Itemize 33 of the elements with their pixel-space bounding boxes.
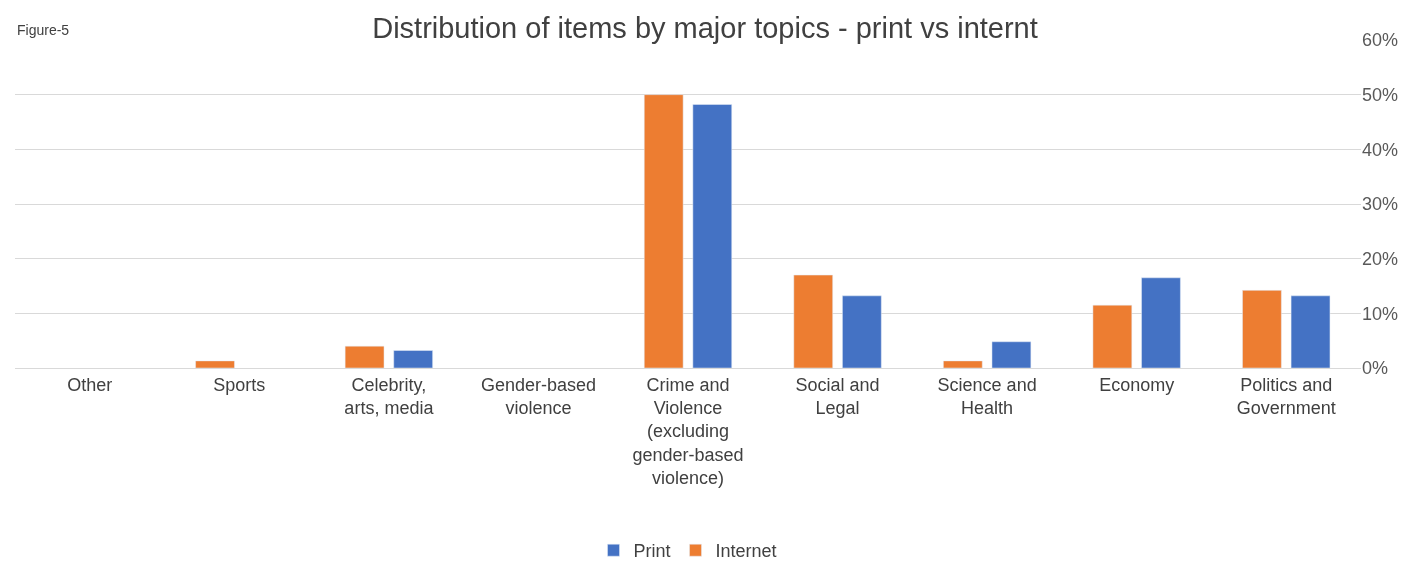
bar: [842, 295, 882, 368]
legend-label: Print: [633, 541, 671, 562]
x-tick-label: Science and Health: [937, 374, 1037, 418]
bar: [1141, 277, 1181, 368]
text: Figure-5: [17, 22, 70, 38]
bar: [793, 274, 833, 368]
bar: [344, 345, 385, 368]
x-tick-label: Crime and Violence (excluding gender-based violence): [632, 374, 744, 489]
bar: [1242, 290, 1282, 368]
y-tick-label: 20%: [1362, 248, 1399, 269]
y-tick-label: 60%: [1362, 30, 1399, 51]
x-tick-label: Sports: [213, 374, 266, 395]
x-tick-label: Social and Legal: [795, 374, 880, 418]
x-tick-label: Gender-based violence: [480, 374, 596, 418]
y-tick-label: 30%: [1362, 194, 1399, 215]
x-tick-label: Economy: [1099, 374, 1175, 395]
bar: [1290, 295, 1331, 368]
bar: [991, 341, 1032, 368]
legend-label: Internet: [715, 541, 777, 562]
y-tick-label: 0%: [1362, 358, 1389, 379]
bar: [644, 94, 684, 368]
y-tick-label: 10%: [1362, 303, 1399, 324]
bar: [943, 360, 983, 368]
bar: [1092, 304, 1133, 368]
bar: [692, 104, 732, 368]
x-tick-label: Politics and Government: [1236, 374, 1336, 418]
bar: [393, 350, 433, 368]
y-tick-label: 50%: [1362, 84, 1399, 105]
x-tick-label: Celebrity, arts, media: [344, 374, 435, 418]
y-tick-label: 40%: [1362, 139, 1399, 160]
x-tick-label: Other: [67, 374, 113, 395]
bar: [195, 360, 235, 368]
chart-title: Distribution of items by major topics - print vs internt: [372, 11, 1038, 44]
